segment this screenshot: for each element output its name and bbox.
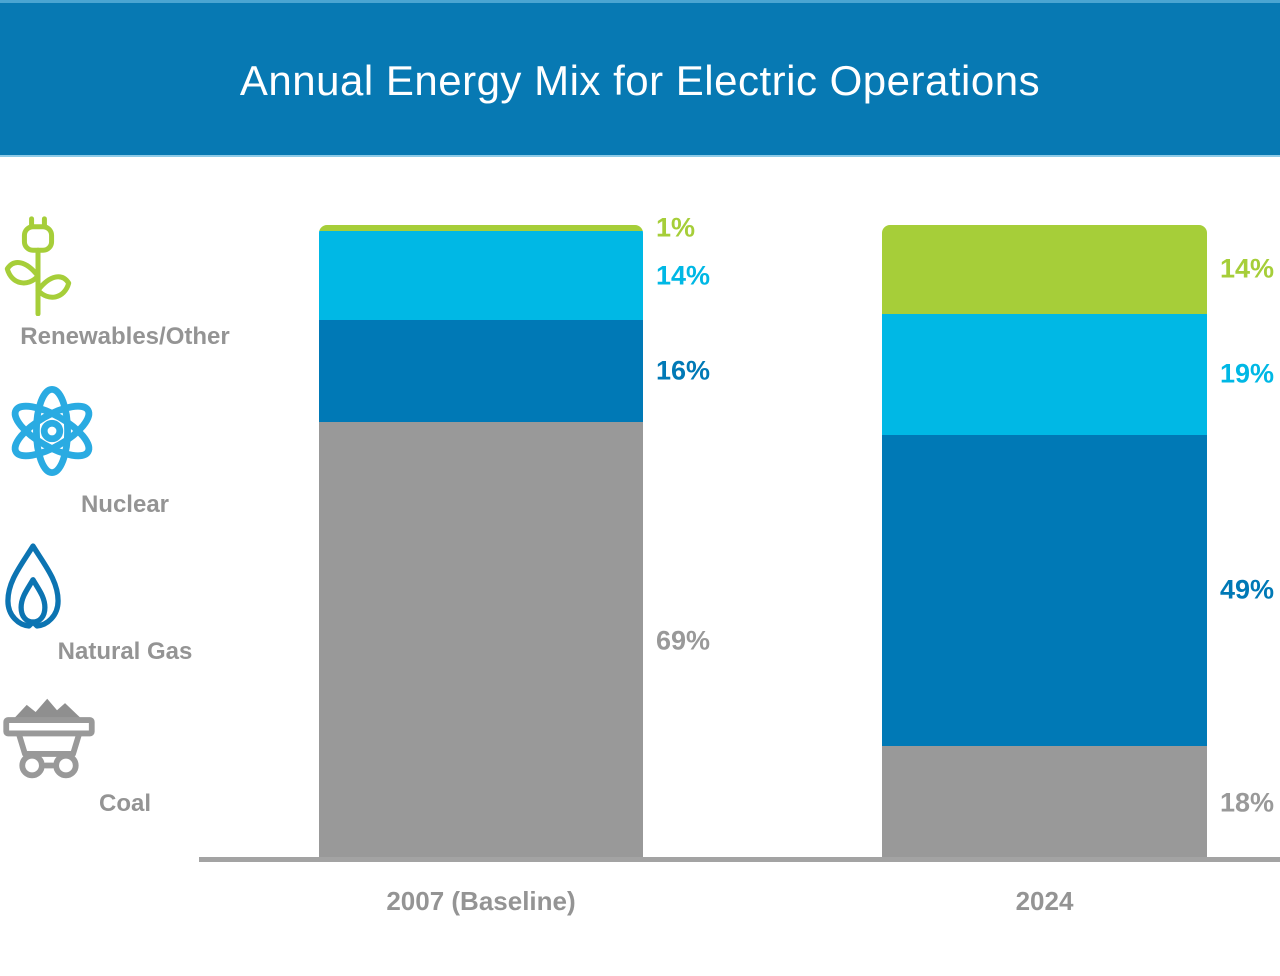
value-label-nuclear: 14%	[656, 260, 711, 291]
value-label-coal: 69%	[656, 625, 711, 656]
flame-icon	[0, 541, 250, 631]
page-title: Annual Energy Mix for Electric Operation…	[239, 57, 1041, 104]
bar-segment-nuclear	[882, 313, 1207, 435]
bar-stack	[319, 225, 643, 860]
legend-item-coal: Coal	[0, 691, 250, 818]
category-label-2024: 2024	[1015, 886, 1074, 916]
bar-segment-coal	[882, 745, 1207, 860]
header-banner: Annual Energy Mix for Electric Operation…	[0, 0, 1280, 157]
bar-2024: 14% 19% 49% 18%	[882, 225, 1274, 860]
bar-segment-coal	[319, 421, 643, 860]
legend-item-natural-gas: Natural Gas	[0, 541, 250, 666]
legend-label: Coal	[98, 790, 151, 817]
bar-segment-renewables-other	[319, 225, 643, 232]
value-label-nuclear: 19%	[1220, 358, 1275, 389]
plug-plant-icon	[0, 216, 250, 316]
bar-segment-renewables-other	[882, 225, 1207, 314]
value-label-coal: 18%	[1220, 787, 1275, 818]
value-label-renewables-other: 1%	[656, 212, 696, 243]
coal-cart-icon	[0, 691, 250, 783]
value-label-natural-gas: 16%	[656, 355, 711, 386]
bar-segment-nuclear	[319, 231, 643, 321]
bar-stack	[882, 225, 1207, 860]
legend-label: Nuclear	[80, 491, 170, 518]
value-label-natural-gas: 49%	[1220, 574, 1275, 605]
category-label-2007-baseline: 2007 (Baseline)	[386, 886, 576, 916]
value-label-renewables-other: 14%	[1220, 253, 1275, 284]
bar-segment-natural-gas	[319, 320, 643, 422]
atom-icon	[0, 378, 250, 484]
legend-label: Natural Gas	[57, 638, 193, 665]
legend-item-nuclear: Nuclear	[0, 378, 250, 519]
x-axis-line	[199, 857, 1280, 862]
legend-item-renewables-other: Renewables/Other	[0, 216, 250, 351]
bar-segment-natural-gas	[882, 434, 1207, 746]
legend-label: Renewables/Other	[20, 323, 230, 350]
bar-2007-baseline: 1% 14% 16% 69%	[319, 214, 710, 860]
